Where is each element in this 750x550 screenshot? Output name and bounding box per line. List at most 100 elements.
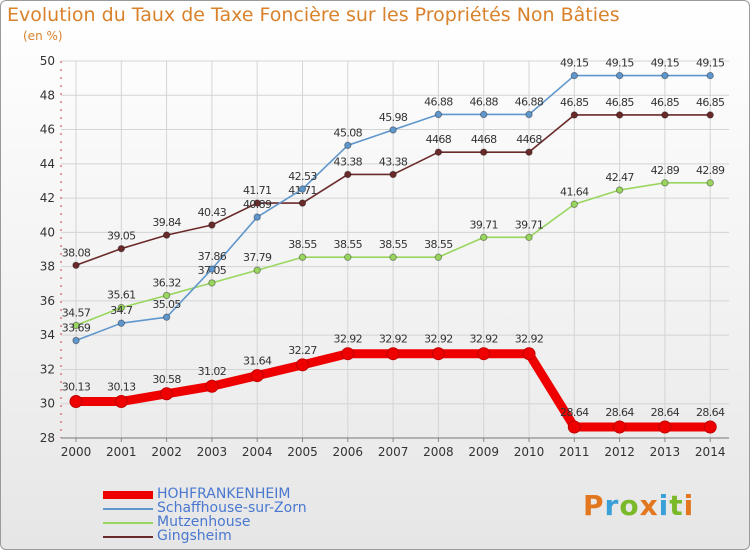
data-label-schaffhouse-sur-zorn: 49.15	[605, 57, 634, 70]
y-tick-label: 46	[40, 123, 55, 137]
data-label-schaffhouse-sur-zorn: 46.88	[515, 95, 544, 108]
data-point-mutzenhouse	[298, 253, 307, 261]
legend-label-schaffhouse: Schaffhouse-sur-Zorn	[157, 500, 307, 516]
data-point-mutzenhouse	[344, 253, 352, 261]
x-tick-label: 2009	[468, 445, 499, 459]
logo-letter: o	[619, 489, 640, 522]
legend-label-hohfrankenheim: HOHFRANKENHEIM	[157, 486, 291, 502]
data-label-gingsheim: 39.84	[152, 216, 181, 229]
logo-letter: r	[604, 489, 620, 522]
data-point-gingsheim	[525, 148, 533, 156]
x-tick-label: 2005	[287, 445, 318, 459]
data-label-mutzenhouse: 34.57	[62, 306, 91, 319]
y-unit-label: (en %)	[23, 29, 63, 43]
data-label-mutzenhouse: 36.32	[152, 276, 181, 289]
data-label-hohfrankenheim: 32.27	[288, 344, 317, 357]
data-label-hohfrankenheim: 32.92	[334, 333, 363, 346]
legend-swatch-mutzenhouse	[103, 522, 153, 524]
data-label-hohfrankenheim: 30.58	[152, 373, 181, 386]
data-point-mutzenhouse	[208, 279, 216, 287]
data-label-schaffhouse-sur-zorn: 46.88	[424, 95, 453, 108]
data-label-gingsheim: 46.85	[651, 96, 680, 109]
data-point-mutzenhouse	[253, 266, 261, 274]
data-label-mutzenhouse: 42.89	[651, 164, 680, 177]
data-point-schaffhouse-sur-zorn	[208, 265, 216, 273]
data-point-gingsheim	[162, 231, 171, 239]
x-tick-label: 2004	[242, 445, 273, 459]
data-point-gingsheim	[72, 261, 80, 269]
data-point-schaffhouse-sur-zorn	[162, 313, 171, 321]
data-point-hohfrankenheim	[160, 387, 174, 401]
y-tick-label: 30	[40, 397, 55, 411]
data-point-schaffhouse-sur-zorn	[298, 185, 307, 193]
x-tick-label: 2006	[333, 445, 364, 459]
data-point-schaffhouse-sur-zorn	[117, 319, 126, 327]
legend-label-gingsheim: Gingsheim	[157, 528, 232, 544]
data-point-hohfrankenheim	[296, 358, 309, 372]
data-label-gingsheim: 38.08	[62, 246, 91, 259]
data-point-gingsheim	[344, 170, 352, 179]
y-tick-label: 34	[40, 328, 55, 342]
data-point-hohfrankenheim	[477, 347, 491, 361]
x-tick-label: 2013	[650, 445, 681, 459]
data-point-hohfrankenheim	[114, 394, 128, 408]
data-label-hohfrankenheim: 30.13	[62, 380, 91, 393]
data-point-gingsheim	[253, 199, 261, 207]
x-tick-label: 2002	[151, 445, 182, 459]
data-point-schaffhouse-sur-zorn	[480, 110, 488, 119]
data-point-gingsheim	[298, 199, 307, 207]
y-tick-label: 28	[40, 431, 55, 445]
data-label-hohfrankenheim: 32.92	[469, 333, 498, 346]
x-tick-label: 2003	[197, 445, 228, 459]
data-point-mutzenhouse	[615, 186, 624, 194]
data-label-schaffhouse-sur-zorn: 49.15	[560, 57, 589, 70]
data-point-gingsheim	[389, 170, 397, 179]
data-label-schaffhouse-sur-zorn: 46.88	[469, 95, 498, 108]
data-point-gingsheim	[661, 111, 669, 119]
data-point-mutzenhouse	[525, 233, 533, 242]
chart-title: Evolution du Taux de Taxe Foncière sur l…	[7, 4, 620, 26]
data-point-gingsheim	[615, 111, 624, 119]
data-point-hohfrankenheim	[613, 420, 627, 434]
data-point-mutzenhouse	[434, 253, 443, 261]
data-label-mutzenhouse: 41.64	[560, 185, 589, 198]
y-tick-label: 44	[40, 157, 55, 171]
data-point-mutzenhouse	[389, 253, 397, 261]
data-label-gingsheim: 46.85	[560, 96, 589, 109]
legend-label-mutzenhouse: Mutzenhouse	[157, 514, 251, 530]
data-label-hohfrankenheim: 32.92	[515, 333, 544, 346]
data-label-hohfrankenheim: 31.02	[198, 365, 227, 378]
logo-letter: x	[639, 489, 659, 522]
data-label-gingsheim: 46.85	[696, 96, 725, 109]
data-point-mutzenhouse	[570, 200, 578, 208]
y-tick-label: 36	[40, 294, 55, 308]
data-point-schaffhouse-sur-zorn	[434, 110, 443, 119]
data-label-hohfrankenheim: 30.13	[107, 380, 136, 393]
data-label-mutzenhouse: 37.79	[243, 251, 272, 264]
data-label-mutzenhouse: 39.71	[469, 218, 498, 231]
data-label-hohfrankenheim: 31.64	[243, 355, 272, 368]
data-label-hohfrankenheim: 28.64	[696, 406, 725, 419]
x-tick-label: 2011	[559, 445, 590, 459]
x-tick-label: 2014	[695, 445, 726, 459]
legend-swatch-gingsheim	[103, 536, 153, 538]
data-label-schaffhouse-sur-zorn: 45.08	[334, 126, 363, 139]
data-point-mutzenhouse	[117, 303, 126, 312]
data-point-schaffhouse-sur-zorn	[706, 71, 714, 80]
data-point-gingsheim	[570, 111, 578, 119]
data-point-hohfrankenheim	[567, 420, 581, 434]
data-label-gingsheim: 46.85	[605, 96, 634, 109]
data-label-gingsheim: 4468	[516, 133, 542, 146]
data-point-hohfrankenheim	[431, 347, 445, 361]
data-point-gingsheim	[434, 148, 443, 156]
data-point-schaffhouse-sur-zorn	[525, 110, 533, 119]
x-tick-label: 2007	[378, 445, 409, 459]
data-point-gingsheim	[480, 148, 488, 156]
data-label-hohfrankenheim: 32.92	[379, 333, 408, 346]
data-point-gingsheim	[117, 244, 126, 253]
data-point-schaffhouse-sur-zorn	[253, 213, 261, 221]
y-tick-label: 40	[40, 225, 55, 239]
data-point-schaffhouse-sur-zorn	[344, 141, 352, 150]
